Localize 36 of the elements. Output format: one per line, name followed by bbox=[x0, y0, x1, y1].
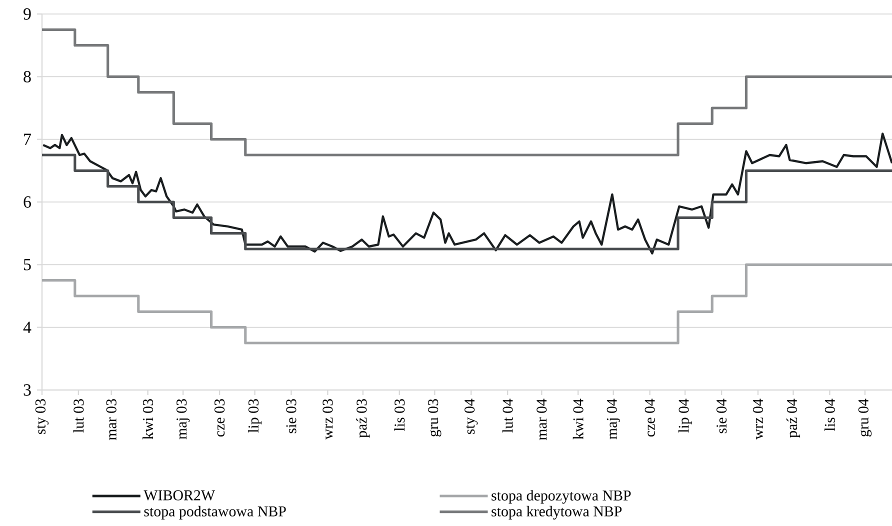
y-tick-label: 4 bbox=[23, 322, 32, 333]
y-tick-label: 8 bbox=[24, 70, 31, 82]
legend-label: stopa depozytowa NBP bbox=[492, 490, 631, 504]
x-tick-label: gru 03 bbox=[428, 399, 442, 436]
line-series bbox=[42, 132, 892, 254]
x-tick-label: lip 03 bbox=[248, 399, 262, 433]
y-tick-label: 3 bbox=[24, 384, 31, 396]
x-tick-label: lut 03 bbox=[73, 399, 84, 433]
x-tick-label: sie 04 bbox=[716, 398, 727, 434]
x-tick-label: maj 04 bbox=[606, 398, 620, 440]
x-tick-label: wrz 04 bbox=[752, 398, 764, 440]
x-tick-label: maj 03 bbox=[176, 399, 190, 440]
x-tick-label: kwi 03 bbox=[142, 399, 154, 440]
x-tick-label: lip 04 bbox=[678, 398, 692, 433]
y-tick-label: 5 bbox=[24, 259, 31, 270]
x-tick-label: paź 04 bbox=[786, 398, 800, 438]
x-tick-label: paź 03 bbox=[356, 399, 370, 438]
x-tick-label: cze 04 bbox=[644, 398, 655, 437]
legend-label: stopa podstawowa NBP bbox=[144, 506, 286, 520]
y-tick-label: 6 bbox=[24, 196, 31, 208]
x-tick-label: lis 03 bbox=[394, 399, 405, 432]
x-tick-label: lut 04 bbox=[502, 398, 513, 433]
x-tick-label: mar 04 bbox=[536, 398, 547, 440]
y-tick-label: 7 bbox=[24, 134, 31, 145]
x-tick-label: sty 04 bbox=[464, 398, 478, 434]
legend-label: WIBOR2W bbox=[144, 490, 216, 500]
x-tick-label: lis 04 bbox=[824, 398, 835, 432]
x-tick-label: cze 03 bbox=[214, 399, 225, 437]
x-tick-label: mar 03 bbox=[106, 399, 116, 440]
x-tick-label: gru 04 bbox=[858, 398, 872, 436]
x-tick-label: sie 03 bbox=[286, 399, 296, 434]
x-tick-label: kwi 04 bbox=[572, 398, 584, 440]
x-tick-label: wrz 03 bbox=[322, 399, 333, 440]
x-tick-label: sty 03 bbox=[35, 399, 49, 434]
y-tick-label: 9 bbox=[24, 8, 31, 20]
legend-label: stopa kredytowa NBP bbox=[492, 506, 622, 520]
